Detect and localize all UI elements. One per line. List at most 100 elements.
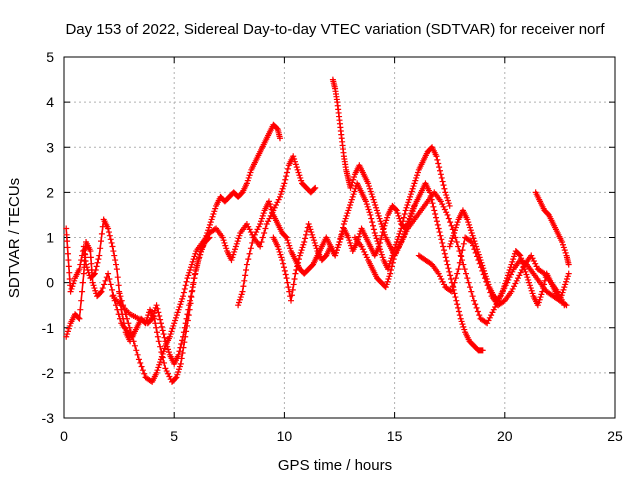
data-point-marker [99, 285, 106, 292]
data-point-marker [191, 275, 198, 282]
data-point-marker [508, 261, 515, 268]
data-point-marker [523, 271, 530, 278]
data-point-marker [392, 206, 399, 213]
x-tick-label: 5 [170, 428, 178, 444]
data-point-marker [161, 334, 168, 341]
data-point-marker [406, 215, 413, 222]
data-point-marker [414, 169, 421, 176]
data-point-marker [232, 243, 239, 250]
data-point-marker [380, 226, 387, 233]
data-point-marker [157, 343, 164, 350]
data-point-marker [408, 188, 415, 195]
data-point-marker [347, 239, 354, 246]
data-point-marker [296, 252, 303, 259]
data-point-marker [63, 225, 70, 232]
data-point-marker [438, 236, 445, 243]
data-point-marker [80, 270, 87, 277]
data-point-marker [230, 251, 237, 258]
data-point-marker [388, 266, 395, 273]
data-point-marker [64, 238, 71, 245]
data-point-marker [288, 292, 295, 299]
data-point-marker [162, 338, 169, 345]
data-point-marker [460, 323, 467, 330]
data-point-marker [473, 243, 480, 250]
data-point-marker [441, 206, 448, 213]
data-point-marker [509, 258, 516, 265]
data-point-marker [133, 347, 140, 354]
data-point-marker [219, 234, 226, 241]
data-point-marker [563, 278, 570, 285]
data-point-marker [485, 317, 492, 324]
data-point-marker [362, 251, 369, 258]
data-point-marker [188, 261, 195, 268]
data-point-marker [93, 263, 100, 270]
data-point-marker [443, 192, 450, 199]
data-point-marker [344, 210, 351, 217]
data-point-marker [284, 169, 291, 176]
data-point-marker [87, 254, 94, 261]
data-point-marker [512, 280, 519, 287]
data-point-marker [505, 269, 512, 276]
data-point-marker [378, 251, 385, 258]
data-point-marker [363, 254, 370, 261]
data-point-marker [521, 266, 528, 273]
data-point-marker [139, 367, 146, 374]
data-point-marker [185, 306, 192, 313]
data-point-marker [269, 209, 276, 216]
data-point-marker [95, 256, 102, 263]
data-point-marker [560, 244, 567, 251]
data-point-marker [500, 298, 507, 305]
data-point-marker [375, 240, 382, 247]
data-point-marker [355, 233, 362, 240]
data-point-marker [434, 221, 441, 228]
data-point-marker [273, 202, 280, 209]
data-point-marker [113, 302, 120, 309]
data-point-marker [236, 296, 243, 303]
data-point-marker [458, 318, 465, 325]
data-point-marker [152, 320, 159, 327]
data-point-marker [283, 275, 290, 282]
data-point-marker [447, 219, 454, 226]
data-point-marker [294, 263, 301, 270]
data-point-marker [511, 253, 518, 260]
data-point-marker [407, 193, 414, 200]
data-point-marker [246, 226, 253, 233]
data-point-marker [437, 273, 444, 280]
data-point-marker [279, 185, 286, 192]
data-point-marker [141, 370, 148, 377]
data-point-marker [436, 164, 443, 171]
data-point-marker [265, 218, 272, 225]
data-point-marker [278, 188, 285, 195]
data-point-marker [377, 248, 384, 255]
data-point-marker [440, 281, 447, 288]
data-point-marker [105, 270, 112, 277]
data-point-marker [367, 188, 374, 195]
data-point-marker [290, 281, 297, 288]
data-point-marker [65, 263, 72, 270]
data-point-marker [192, 250, 199, 257]
data-point-marker [101, 281, 108, 288]
data-point-marker [258, 239, 265, 246]
data-point-marker [508, 288, 515, 295]
data-point-marker [446, 243, 453, 250]
data-point-marker [291, 158, 298, 165]
data-point-marker [389, 259, 396, 266]
data-point-marker [364, 203, 371, 210]
data-point-marker [267, 203, 274, 210]
data-point-marker [561, 284, 568, 291]
data-point-marker [557, 294, 564, 301]
data-point-marker [492, 303, 499, 310]
data-point-marker [66, 322, 73, 329]
data-point-marker [429, 200, 436, 207]
data-point-marker [168, 328, 175, 335]
data-point-marker [70, 280, 77, 287]
data-point-marker [452, 224, 459, 231]
data-point-marker [180, 329, 187, 336]
data-point-marker [452, 275, 459, 282]
data-point-marker [78, 257, 85, 264]
data-point-marker [196, 251, 203, 258]
data-point-marker [444, 261, 451, 268]
data-point-marker [153, 302, 160, 309]
data-point-marker [430, 203, 437, 210]
data-point-marker [540, 269, 547, 276]
